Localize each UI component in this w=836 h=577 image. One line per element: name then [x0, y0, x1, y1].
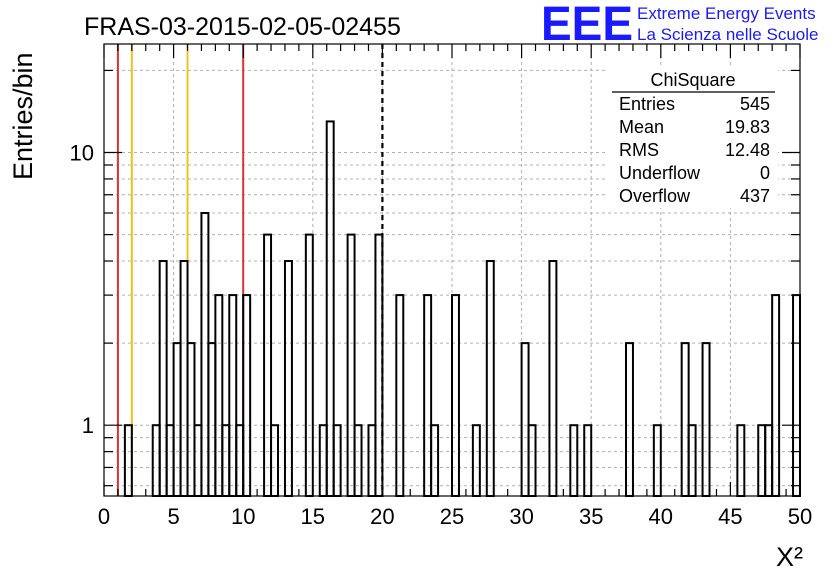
logo-line2: La Scienza nelle Scuole	[637, 25, 818, 44]
histogram-bar	[228, 294, 238, 497]
x-tick-label: 5	[167, 504, 179, 529]
histogram-bar	[625, 342, 634, 498]
stats-row-value: 437	[740, 186, 770, 206]
histogram-bar	[242, 294, 252, 497]
histogram-bar	[771, 294, 781, 497]
x-tick-label: 25	[440, 504, 464, 529]
histogram-bar	[701, 342, 711, 498]
histogram-bar	[680, 342, 690, 498]
histogram-bar	[548, 260, 558, 498]
histogram-bar	[158, 260, 168, 498]
histogram-bar	[346, 233, 356, 497]
histogram-bar	[792, 294, 801, 497]
histogram-bar	[451, 294, 460, 497]
x-tick-label: 40	[649, 504, 673, 529]
stats-row-label: Overflow	[619, 186, 691, 206]
histogram-bar	[172, 342, 182, 498]
stats-row-value: 545	[740, 94, 770, 114]
x-tick-label: 20	[370, 504, 394, 529]
histogram-bar	[200, 212, 210, 497]
logo-line1: Extreme Energy Events	[637, 4, 816, 23]
y-axis-label: Entries/bin	[8, 52, 38, 180]
eee-logo: EEE Extreme Energy Events La Scienza nel…	[541, 0, 818, 51]
histogram-bar	[283, 260, 293, 498]
stats-row-value: 0	[760, 163, 770, 183]
x-tick-label: 30	[509, 504, 533, 529]
histogram-bar	[186, 342, 196, 498]
y-tick-label: 10	[70, 141, 94, 166]
x-tick-label: 15	[301, 504, 325, 529]
chart-title: FRAS-03-2015-02-05-02455	[84, 13, 401, 41]
stats-row-label: Mean	[619, 117, 664, 137]
logo-mark: EEE	[541, 0, 633, 51]
x-axis-label: X²	[776, 542, 803, 572]
histogram-bar	[520, 342, 530, 498]
histogram-bar	[179, 260, 189, 498]
histogram-bar	[423, 294, 433, 497]
histogram-bar	[395, 294, 405, 497]
stats-row-label: Entries	[619, 94, 675, 114]
x-tick-label: 35	[579, 504, 603, 529]
stats-row-value: 19.83	[725, 117, 770, 137]
x-tick-label: 45	[718, 504, 742, 529]
stats-title: ChiSquare	[650, 70, 735, 90]
stats-box: ChiSquare Entries 545 Mean 19.83 RMS 12.48 Und…	[608, 66, 778, 208]
histogram-bar	[214, 294, 224, 497]
histogram-bar	[263, 233, 273, 497]
x-tick-label: 10	[231, 504, 255, 529]
x-tick-label: 50	[788, 504, 812, 529]
stats-row-value: 12.48	[725, 140, 770, 160]
stats-row-label: Underflow	[619, 163, 701, 183]
histogram-bar	[325, 120, 335, 497]
histogram-bar	[485, 260, 495, 498]
x-tick-label: 0	[98, 504, 110, 529]
histogram-bar	[304, 233, 314, 497]
histogram-bar	[207, 342, 217, 498]
y-tick-label: 1	[82, 413, 94, 438]
stats-row-label: RMS	[619, 140, 659, 160]
axes: 0 5 10 15 20 25 30 35 40 45 50 1 10	[70, 43, 812, 529]
